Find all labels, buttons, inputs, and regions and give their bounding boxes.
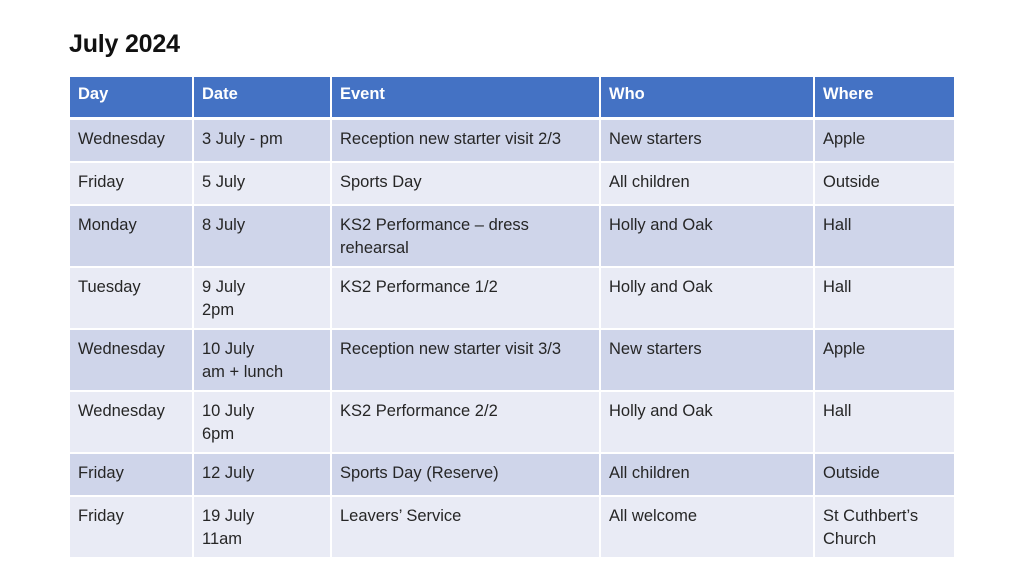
- cell-date: 10 July am + lunch: [192, 328, 332, 391]
- cell-date: 9 July 2pm: [192, 266, 332, 329]
- column-header-day: Day: [70, 77, 194, 120]
- cell-event: Sports Day (Reserve): [330, 452, 601, 496]
- cell-day: Friday: [70, 161, 194, 205]
- cell-event: KS2 Performance 2/2: [330, 390, 601, 453]
- table-row: Wednesday 10 July am + lunch Reception n…: [70, 328, 954, 391]
- cell-day: Wednesday: [70, 328, 194, 391]
- table-row: Wednesday 10 July 6pm KS2 Performance 2/…: [70, 390, 954, 453]
- cell-who: Holly and Oak: [599, 204, 815, 267]
- cell-date: 19 July 11am: [192, 495, 332, 557]
- column-header-event: Event: [330, 77, 601, 120]
- cell-where: Outside: [813, 452, 954, 496]
- cell-day: Friday: [70, 495, 194, 557]
- cell-date: 12 July: [192, 452, 332, 496]
- schedule-table: Day Date Event Who Where Wednesday 3 Jul…: [70, 77, 954, 557]
- cell-where: Outside: [813, 161, 954, 205]
- table-row: Tuesday 9 July 2pm KS2 Performance 1/2 H…: [70, 266, 954, 329]
- cell-where: Hall: [813, 390, 954, 453]
- table-header-row: Day Date Event Who Where: [70, 77, 954, 120]
- cell-where: Hall: [813, 204, 954, 267]
- cell-day: Monday: [70, 204, 194, 267]
- cell-who: All welcome: [599, 495, 815, 557]
- page-title: July 2024: [69, 30, 180, 58]
- cell-date: 10 July 6pm: [192, 390, 332, 453]
- cell-where: St Cuthbert’s Church: [813, 495, 954, 557]
- table-row: Monday 8 July KS2 Performance – dress re…: [70, 204, 954, 267]
- cell-event: Sports Day: [330, 161, 601, 205]
- column-header-date: Date: [192, 77, 332, 120]
- cell-who: Holly and Oak: [599, 266, 815, 329]
- cell-event: KS2 Performance 1/2: [330, 266, 601, 329]
- table-row: Friday 12 July Sports Day (Reserve) All …: [70, 452, 954, 496]
- cell-who: New starters: [599, 328, 815, 391]
- cell-where: Apple: [813, 117, 954, 162]
- table-row: Friday 19 July 11am Leavers’ Service All…: [70, 495, 954, 557]
- cell-day: Friday: [70, 452, 194, 496]
- cell-day: Wednesday: [70, 117, 194, 162]
- table-row: Friday 5 July Sports Day All children Ou…: [70, 161, 954, 205]
- column-header-where: Where: [813, 77, 954, 120]
- cell-date: 5 July: [192, 161, 332, 205]
- cell-date: 3 July - pm: [192, 117, 332, 162]
- cell-day: Wednesday: [70, 390, 194, 453]
- cell-who: All children: [599, 161, 815, 205]
- cell-event: Leavers’ Service: [330, 495, 601, 557]
- cell-day: Tuesday: [70, 266, 194, 329]
- cell-who: New starters: [599, 117, 815, 162]
- cell-event: Reception new starter visit 2/3: [330, 117, 601, 162]
- cell-who: All children: [599, 452, 815, 496]
- column-header-who: Who: [599, 77, 815, 120]
- cell-where: Hall: [813, 266, 954, 329]
- cell-event: Reception new starter visit 3/3: [330, 328, 601, 391]
- table-row: Wednesday 3 July - pm Reception new star…: [70, 117, 954, 162]
- cell-who: Holly and Oak: [599, 390, 815, 453]
- cell-event: KS2 Performance – dress rehearsal: [330, 204, 601, 267]
- cell-date: 8 July: [192, 204, 332, 267]
- cell-where: Apple: [813, 328, 954, 391]
